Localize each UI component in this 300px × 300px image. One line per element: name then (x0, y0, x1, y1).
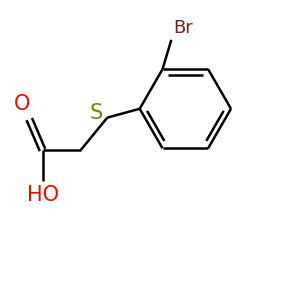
Text: S: S (90, 103, 103, 123)
Text: Br: Br (173, 19, 193, 37)
Text: HO: HO (26, 185, 58, 205)
Text: O: O (14, 94, 30, 114)
